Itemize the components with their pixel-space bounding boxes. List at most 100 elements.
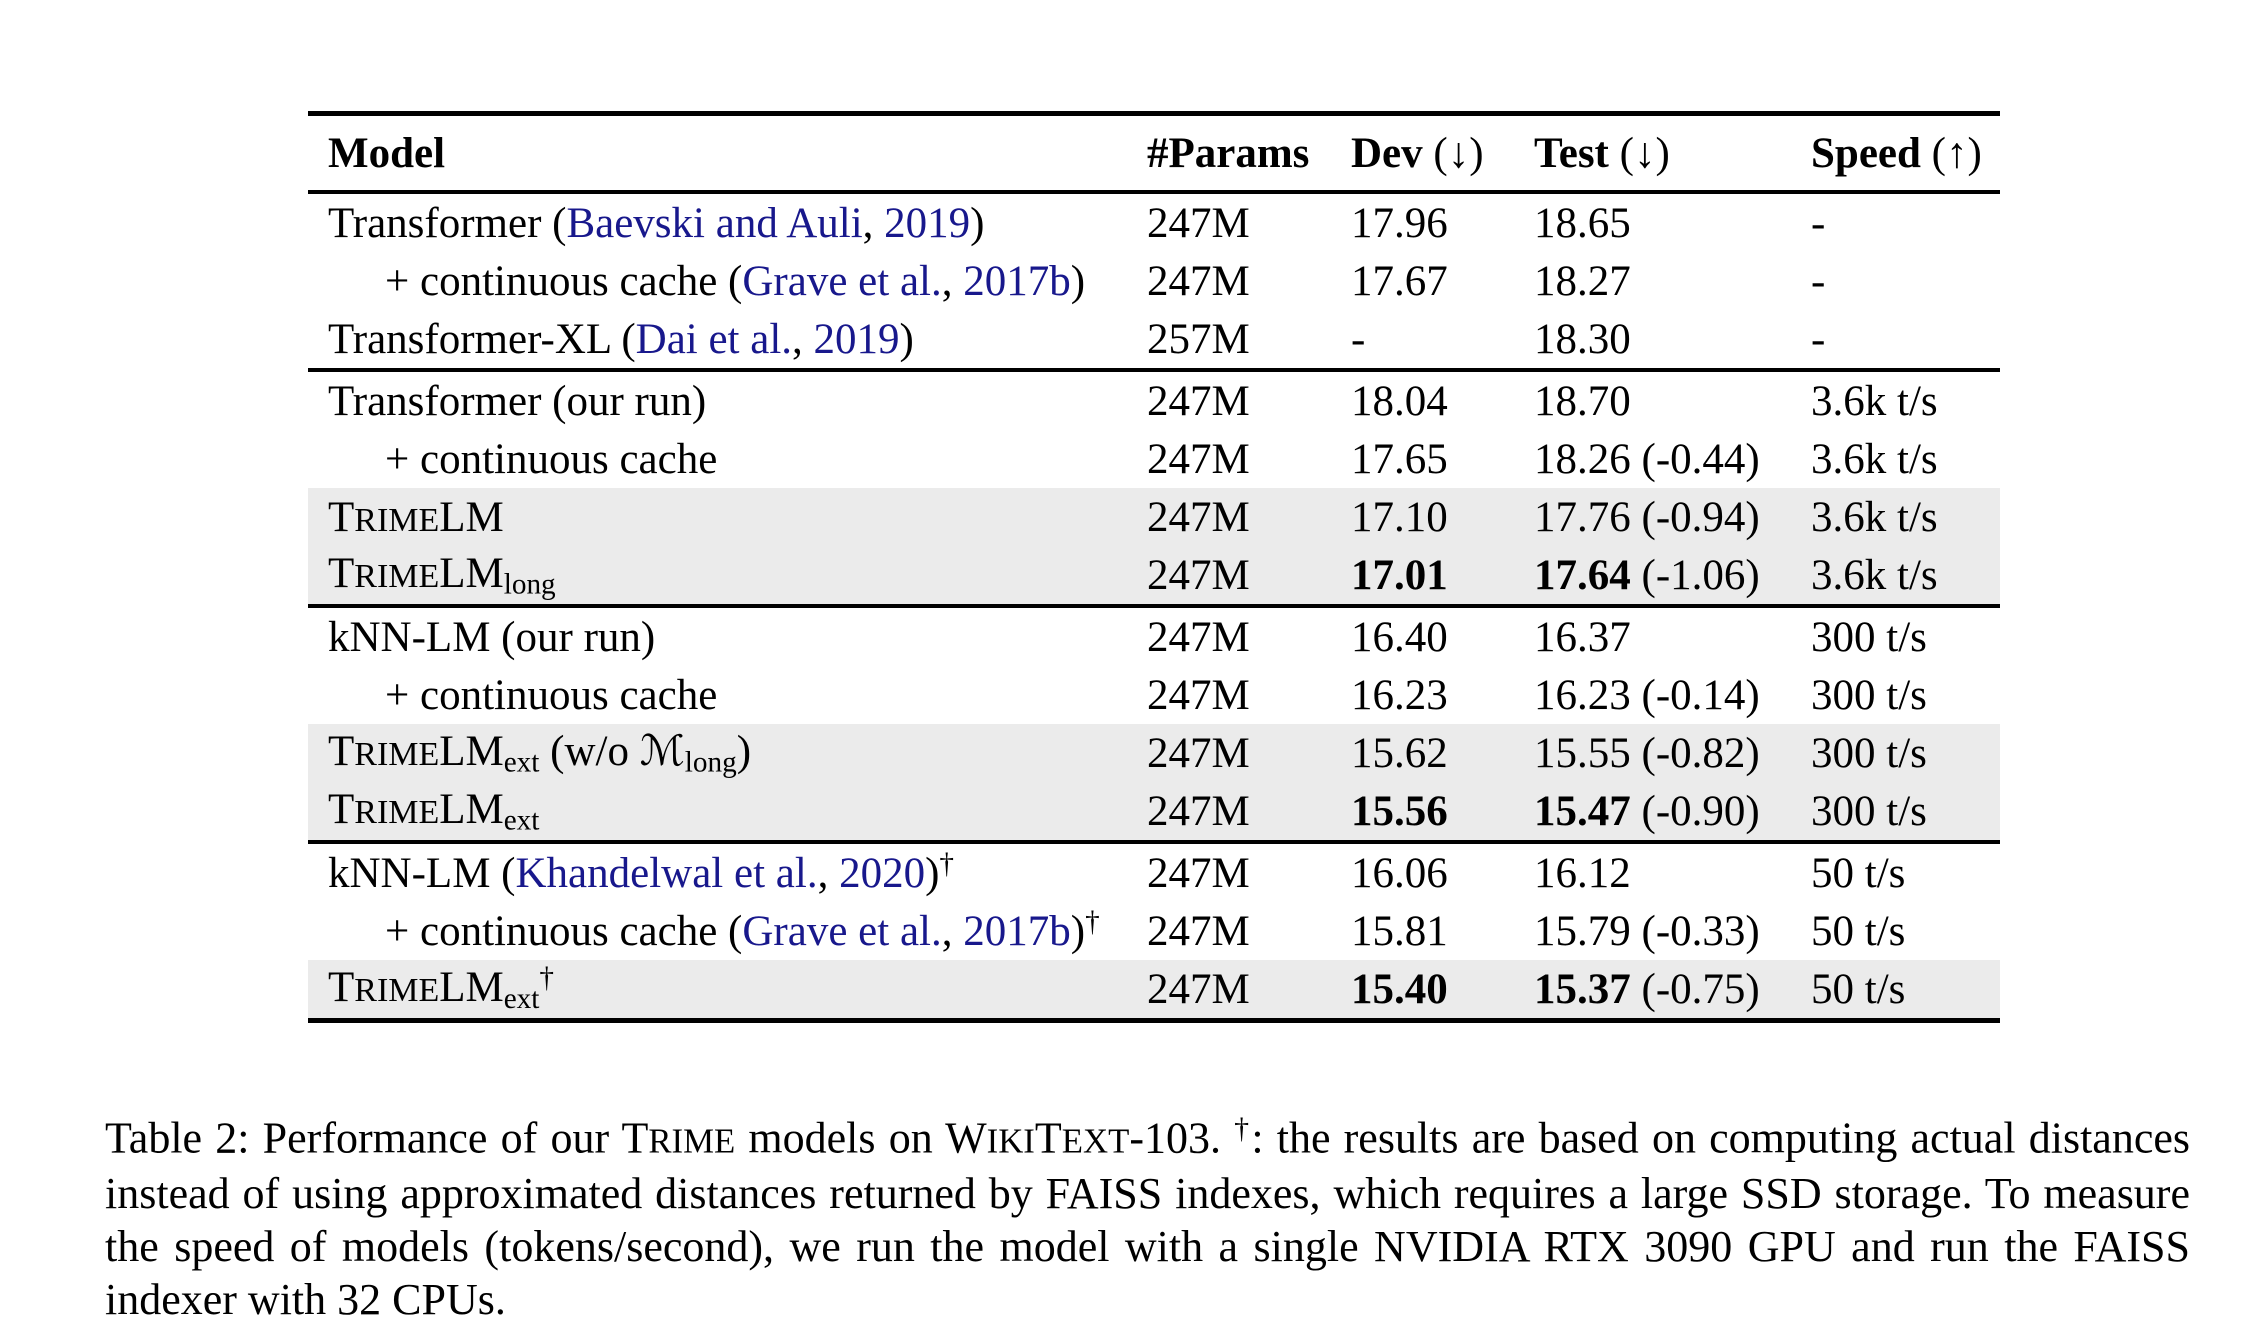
column-header-model: Model — [308, 114, 1147, 193]
params-cell: 247M — [1147, 493, 1250, 541]
dev-cell: 15.56 — [1351, 782, 1534, 842]
citation-link[interactable]: 2019 — [884, 199, 971, 247]
dev-cell: 17.96 — [1351, 199, 1448, 247]
dev-cell: 15.40 — [1351, 960, 1534, 1021]
seg-sub: long — [503, 568, 556, 601]
seg-b: 15.40 — [1351, 965, 1448, 1013]
speed-cell: 50 t/s — [1811, 849, 1906, 897]
results-table: Model #Params Dev (↓) Test (↓) Speed (↑) Tra… — [308, 111, 2000, 1023]
test-cell: 18.65 — [1534, 199, 1631, 247]
test-cell: 16.12 — [1534, 849, 1631, 897]
test-cell: 15.79 (-0.33) — [1534, 907, 1760, 955]
dev-cell: 18.04 — [1351, 377, 1448, 425]
dev-cell: 16.40 — [1351, 613, 1448, 661]
params-cell: 247M — [1147, 729, 1250, 777]
table-row: + continuous cache (Grave et al., 2017b)… — [308, 252, 2000, 310]
dev-cell: 17.01 — [1351, 546, 1534, 606]
seg-sup: † — [939, 847, 955, 880]
params-cell: 247M — [1147, 377, 1250, 425]
params-cell: 247M — [1147, 849, 1250, 897]
model-cell: Transformer-XL (Dai et al., 2019) — [328, 315, 914, 363]
dev-cell: 16.23 — [1351, 671, 1448, 719]
citation-link[interactable]: 2017b — [963, 908, 1071, 956]
model-cell: TRIMELMext — [328, 785, 540, 837]
seg-sup: † — [1085, 905, 1100, 938]
seg-sc: RIME — [354, 736, 440, 774]
header-sort-direction: (↓) — [1608, 129, 1670, 177]
model-cell: TRIMELMlong — [328, 549, 556, 601]
column-header-speed: Speed (↑) — [1811, 114, 2000, 193]
table-row: + continuous cache 247M 16.23 16.23 (-0.14)… — [308, 666, 2000, 724]
model-cell: TRIMELM — [328, 493, 504, 541]
seg-sub: ext — [503, 982, 540, 1015]
seg-b: 17.64 — [1534, 551, 1631, 599]
test-cell: 18.27 — [1534, 257, 1631, 305]
citation-link[interactable]: Khandelwal et al. — [515, 850, 818, 898]
table-group-2: Transformer (our run) 247M 18.04 18.70 3.6k … — [308, 370, 2000, 606]
seg-b: 15.37 — [1534, 965, 1631, 1013]
seg-sc: EXT — [1061, 1121, 1130, 1161]
speed-cell: 3.6k t/s — [1811, 493, 1938, 541]
citation-link[interactable]: 2019 — [813, 315, 900, 363]
params-cell: 247M — [1147, 787, 1250, 835]
seg-b: 15.47 — [1534, 787, 1631, 835]
citation-link[interactable]: Dai et al. — [635, 315, 793, 363]
test-cell: 16.37 — [1534, 613, 1631, 661]
dev-cell: 16.06 — [1351, 849, 1448, 897]
test-cell: 15.47 (-0.90) — [1534, 787, 1760, 835]
model-cell: TRIMELMext† — [328, 962, 555, 1015]
speed-cell: 50 t/s — [1811, 965, 1906, 1013]
speed-cell: 300 t/s — [1811, 613, 1927, 661]
table-row: kNN-LM (our run) 247M 16.40 16.37 300 t/s — [308, 606, 2000, 666]
dev-cell: 17.10 — [1351, 493, 1448, 541]
params-cell: 247M — [1147, 965, 1250, 1013]
citation-link[interactable]: 2017b — [963, 257, 1071, 305]
model-cell: + continuous cache — [385, 435, 718, 483]
table-header: Model #Params Dev (↓) Test (↓) Speed (↑) — [308, 114, 2000, 193]
speed-cell: - — [1811, 257, 1826, 305]
citation-link[interactable]: 2020 — [839, 850, 926, 898]
seg-sub: ext — [503, 746, 540, 779]
seg-b: 17.01 — [1351, 551, 1448, 599]
params-cell: 257M — [1147, 315, 1250, 363]
table-row: TRIMELMlong 247M 17.01 17.64 (-1.06) 3.6k t/… — [308, 546, 2000, 606]
seg-sc: RIME — [354, 557, 440, 595]
table-group-4: kNN-LM (Khandelwal et al., 2020)† 247M 16.… — [308, 842, 2000, 1021]
header-sort-direction: (↑) — [1920, 129, 1982, 177]
seg-sup: † — [1234, 1112, 1252, 1145]
test-cell: 17.76 (-0.94) — [1534, 493, 1760, 541]
seg-sup: † — [539, 962, 555, 995]
model-cell: TRIMELMext (w/o ℳlong) — [328, 726, 752, 779]
header-label: Speed — [1811, 129, 1921, 177]
header-label: #Params — [1147, 129, 1310, 177]
params-cell: 247M — [1147, 613, 1250, 661]
table-row: TRIMELM 247M 17.10 17.76 (-0.94) 3.6k t/s — [308, 488, 2000, 546]
dev-cell: 17.67 — [1351, 257, 1448, 305]
model-cell: kNN-LM (Khandelwal et al., 2020)† — [328, 847, 955, 898]
citation-link[interactable]: Baevski and Auli — [566, 199, 863, 247]
model-cell: + continuous cache (Grave et al., 2017b)… — [385, 905, 1100, 956]
seg-cal: ℳ — [639, 726, 685, 776]
dev-cell: - — [1351, 315, 1366, 363]
seg-sc: RIME — [354, 793, 440, 831]
speed-cell: 300 t/s — [1811, 671, 1927, 719]
seg-sc: RIME — [648, 1121, 736, 1161]
table-row: + continuous cache (Grave et al., 2017b)… — [308, 902, 2000, 960]
column-header-params: #Params — [1147, 114, 1351, 193]
test-cell: 15.55 (-0.82) — [1534, 729, 1760, 777]
params-cell: 247M — [1147, 257, 1250, 305]
speed-cell: - — [1811, 315, 1826, 363]
model-cell: Transformer (our run) — [328, 377, 707, 425]
model-cell: Transformer (Baevski and Auli, 2019) — [328, 199, 985, 247]
table-group-1: Transformer (Baevski and Auli, 2019) 247M… — [308, 192, 2000, 370]
test-cell: 18.30 — [1534, 315, 1631, 363]
citation-link[interactable]: Grave et al. — [742, 257, 942, 305]
table-group-3: kNN-LM (our run) 247M 16.40 16.37 300 t/s + c… — [308, 606, 2000, 842]
header-label: Model — [328, 129, 446, 177]
citation-link[interactable]: Grave et al. — [742, 908, 942, 956]
table-row: + continuous cache 247M 17.65 18.26 (-0.44)… — [308, 430, 2000, 488]
table-row: Transformer (our run) 247M 18.04 18.70 3.6k … — [308, 370, 2000, 430]
speed-cell: 3.6k t/s — [1811, 435, 1938, 483]
column-header-dev: Dev (↓) — [1351, 114, 1534, 193]
